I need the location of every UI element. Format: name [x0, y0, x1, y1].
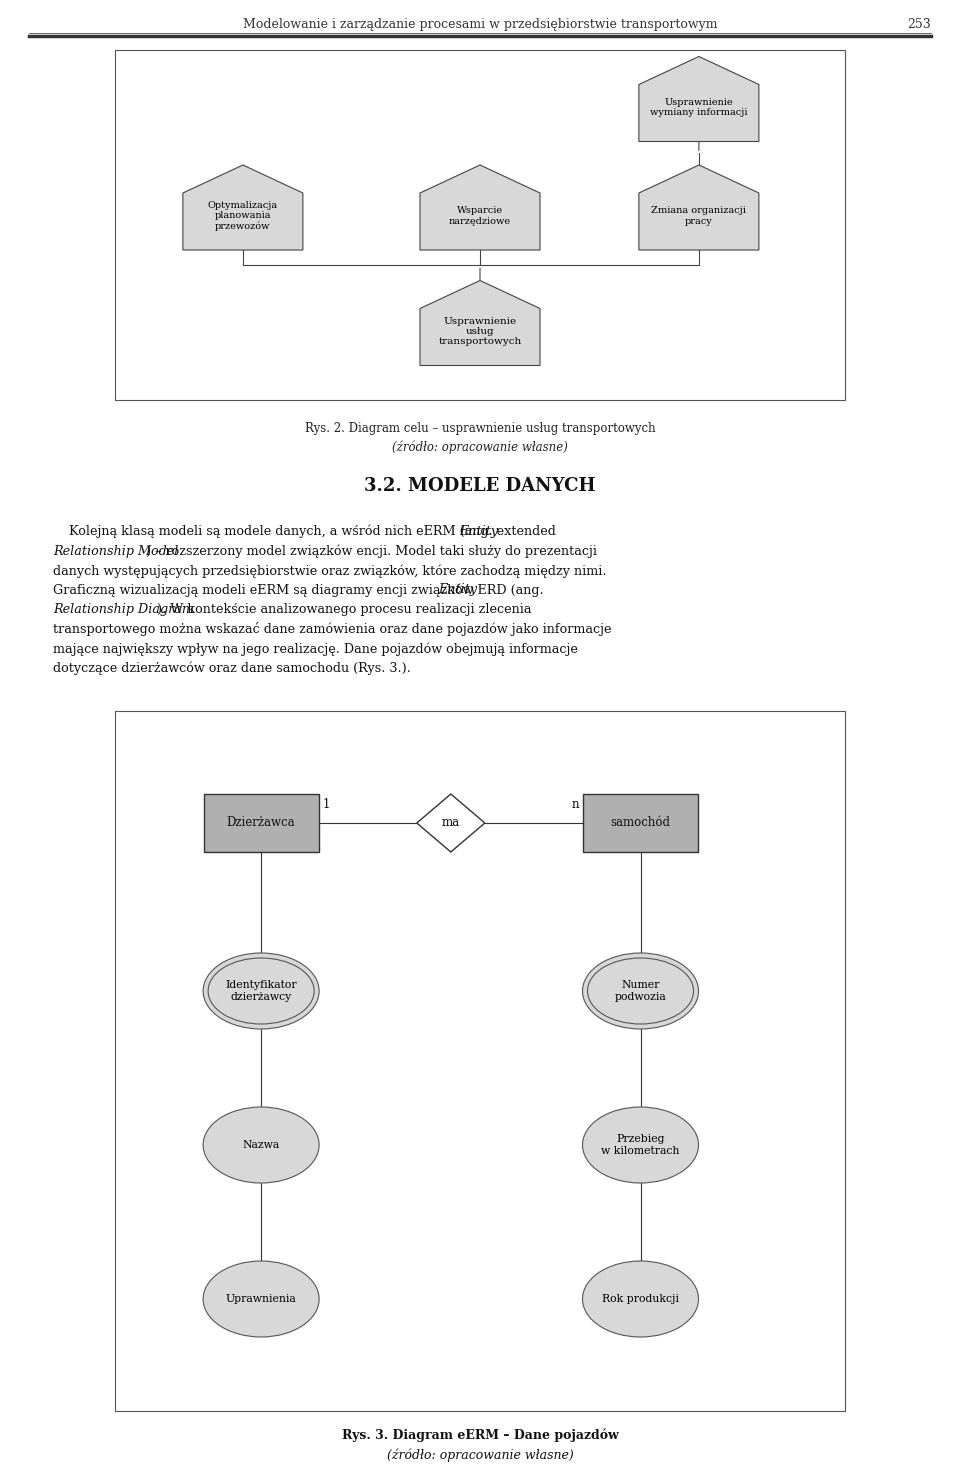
Text: Kolejną klasą modeli są modele danych, a wśród nich eERM (ang. extended: Kolejną klasą modeli są modele danych, a…: [53, 525, 560, 539]
Text: Identyfikator
dzierżawcy: Identyfikator dzierżawcy: [226, 980, 297, 1002]
Ellipse shape: [583, 953, 699, 1029]
Text: Numer
podwozia: Numer podwozia: [614, 980, 666, 1002]
Text: 1: 1: [323, 799, 330, 810]
Text: (źródło: opracowanie własne): (źródło: opracowanie własne): [392, 440, 568, 453]
Polygon shape: [638, 165, 758, 249]
Text: ). W kontekście analizowanego procesu realizacji zlecenia: ). W kontekście analizowanego procesu re…: [156, 604, 531, 615]
Text: Dzierżawca: Dzierżawca: [227, 816, 296, 830]
Ellipse shape: [208, 958, 314, 1024]
Ellipse shape: [204, 1107, 319, 1182]
Text: Uprawnienia: Uprawnienia: [226, 1294, 297, 1303]
Bar: [115, 711, 845, 1411]
Ellipse shape: [583, 1261, 699, 1337]
Polygon shape: [420, 280, 540, 366]
Text: Rys. 3. Diagram eERM – Dane pojazdów: Rys. 3. Diagram eERM – Dane pojazdów: [342, 1429, 618, 1442]
Text: Przebieg
w kilometrach: Przebieg w kilometrach: [601, 1134, 680, 1156]
Bar: [583, 794, 698, 852]
Bar: [204, 794, 319, 852]
Text: Relationship Diagram: Relationship Diagram: [53, 604, 194, 615]
Text: Entity: Entity: [460, 525, 498, 537]
Bar: [115, 50, 845, 400]
Text: n: n: [571, 799, 579, 810]
Text: ma: ma: [442, 816, 460, 830]
Ellipse shape: [583, 1107, 699, 1182]
Polygon shape: [182, 165, 303, 249]
Text: dotyczące dzierżawców oraz dane samochodu (Rys. 3.).: dotyczące dzierżawców oraz dane samochod…: [53, 661, 411, 675]
Polygon shape: [638, 56, 758, 142]
Text: Wsparcie
narzędziowe: Wsparcie narzędziowe: [449, 207, 511, 226]
Polygon shape: [420, 165, 540, 249]
Text: ) – rozszerzony model związków encji. Model taki służy do prezentacji: ) – rozszerzony model związków encji. Mo…: [146, 545, 597, 558]
Ellipse shape: [588, 958, 693, 1024]
Text: samochód: samochód: [611, 816, 670, 830]
Text: Relationship Model: Relationship Model: [53, 545, 179, 558]
Text: Rok produkcji: Rok produkcji: [602, 1294, 679, 1303]
Text: mające największy wpływ na jego realizację. Dane pojazdów obejmują informacje: mające największy wpływ na jego realizac…: [53, 642, 578, 655]
Text: Modelowanie i zarządzanie procesami w przedsiębiorstwie transportowym: Modelowanie i zarządzanie procesami w pr…: [243, 18, 717, 31]
Polygon shape: [417, 794, 485, 852]
Ellipse shape: [204, 1261, 319, 1337]
Text: Usprawnienie
usług
transportowych: Usprawnienie usług transportowych: [439, 316, 521, 347]
Text: Usprawnienie
wymiany informacji: Usprawnienie wymiany informacji: [650, 97, 748, 117]
Text: Optymalizacja
planowania
przewozów: Optymalizacja planowania przewozów: [207, 201, 278, 232]
Text: Zmiana organizacji
pracy: Zmiana organizacji pracy: [652, 207, 746, 226]
Ellipse shape: [204, 953, 319, 1029]
Text: Graficzną wizualizacją modeli eERM są diagramy encji związków ERD (ang.: Graficzną wizualizacją modeli eERM są di…: [53, 583, 547, 596]
Text: Nazwa: Nazwa: [243, 1139, 279, 1150]
Text: (źródło: opracowanie własne): (źródło: opracowanie własne): [387, 1449, 573, 1463]
Text: 253: 253: [907, 18, 931, 31]
Text: 3.2. MODELE DANYCH: 3.2. MODELE DANYCH: [364, 477, 596, 494]
Text: transportowego można wskazać dane zamówienia oraz dane pojazdów jako informacje: transportowego można wskazać dane zamówi…: [53, 623, 612, 636]
Text: Rys. 2. Diagram celu – usprawnienie usług transportowych: Rys. 2. Diagram celu – usprawnienie usłu…: [304, 422, 656, 435]
Text: Entity: Entity: [438, 583, 477, 596]
Text: danych występujących przedsiębiorstwie oraz związków, które zachodzą między nimi: danych występujących przedsiębiorstwie o…: [53, 564, 607, 577]
